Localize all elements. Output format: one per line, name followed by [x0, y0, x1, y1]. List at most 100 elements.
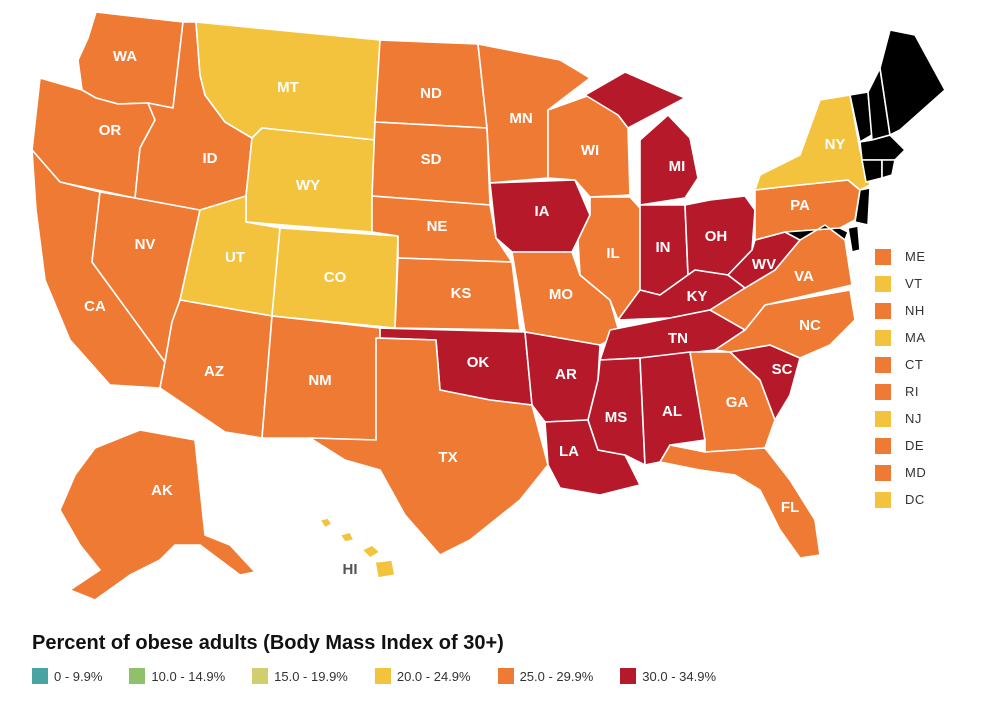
label-sd: SD — [421, 151, 442, 168]
label-nv: NV — [135, 236, 156, 253]
label-in: IN — [656, 239, 671, 256]
small-state-swatch — [875, 248, 891, 265]
small-state-swatch — [875, 464, 891, 481]
legend-item: 10.0 - 14.9% — [129, 668, 225, 684]
state-ak[interactable] — [59, 429, 256, 601]
small-state-label: VT — [905, 276, 923, 291]
small-state-vt[interactable]: VT — [875, 270, 975, 297]
label-wv: WV — [752, 256, 776, 273]
state-il[interactable] — [577, 196, 641, 321]
legend-label: 10.0 - 14.9% — [151, 668, 226, 684]
state-ri[interactable] — [881, 159, 896, 179]
small-state-swatch — [875, 329, 891, 346]
small-state-swatch — [875, 356, 891, 373]
small-state-swatch — [875, 491, 891, 508]
label-nd: ND — [420, 85, 442, 102]
legend-label: 15.0 - 19.9% — [274, 668, 348, 684]
state-me[interactable] — [879, 29, 946, 136]
label-ar: AR — [555, 366, 577, 383]
label-or: OR — [99, 122, 122, 139]
small-state-swatch — [875, 410, 891, 427]
color-legend: 0 - 9.9% 10.0 - 14.9% 15.0 - 19.9% 20.0 - 2… — [32, 668, 743, 684]
label-wi: WI — [581, 142, 599, 159]
small-state-nh[interactable]: NH — [875, 297, 975, 324]
legend-swatch — [620, 668, 637, 684]
state-fl[interactable] — [659, 444, 821, 559]
legend-label: 25.0 - 29.9% — [519, 668, 594, 684]
legend-item: 0 - 9.9% — [32, 668, 102, 684]
label-nc: NC — [799, 317, 821, 334]
label-ut: UT — [225, 249, 245, 266]
legend-title: Percent of obese adults (Body Mass Index… — [32, 632, 504, 654]
small-state-dc[interactable]: DC — [875, 486, 975, 513]
small-state-label: DC — [905, 492, 925, 507]
state-md[interactable] — [784, 224, 849, 241]
label-az: AZ — [204, 363, 224, 380]
state-ia[interactable] — [489, 179, 591, 253]
small-state-label: NH — [905, 303, 925, 318]
label-mt: MT — [277, 79, 299, 96]
legend-swatch — [129, 668, 146, 684]
label-tx: TX — [438, 449, 457, 466]
legend-label: 20.0 - 24.9% — [396, 668, 471, 684]
small-state-ri[interactable]: RI — [875, 378, 975, 405]
legend-item: 15.0 - 19.9% — [252, 668, 348, 684]
label-ak: AK — [151, 482, 173, 499]
label-ca: CA — [84, 298, 106, 315]
label-id: ID — [203, 150, 218, 167]
legend-swatch — [32, 668, 48, 684]
label-la: LA — [559, 443, 579, 460]
label-nm: NM — [308, 372, 331, 389]
label-ms: MS — [605, 409, 628, 426]
label-ky: KY — [687, 288, 708, 305]
state-de[interactable] — [847, 225, 861, 253]
small-state-swatch — [875, 275, 891, 292]
label-co: CO — [324, 269, 347, 286]
state-hi[interactable] — [319, 517, 396, 579]
state-ny[interactable] — [754, 94, 871, 191]
small-states-legend: ME VT NH MA CT RI NJ DE MD DC — [875, 243, 975, 513]
label-oh: OH — [705, 228, 728, 245]
small-state-de[interactable]: DE — [875, 432, 975, 459]
small-state-label: ME — [905, 249, 926, 264]
small-state-nj[interactable]: NJ — [875, 405, 975, 432]
label-mi: MI — [669, 158, 686, 175]
label-wa: WA — [113, 48, 137, 65]
label-sc: SC — [772, 361, 793, 378]
label-ny: NY — [825, 136, 846, 153]
legend-label: 0 - 9.9% — [54, 668, 103, 684]
legend-label: 30.0 - 34.9% — [642, 668, 717, 684]
label-ga: GA — [726, 394, 749, 411]
label-il: IL — [606, 245, 619, 262]
small-state-ma[interactable]: MA — [875, 324, 975, 351]
label-ok: OK — [467, 354, 490, 371]
label-ks: KS — [451, 285, 472, 302]
small-state-label: DE — [905, 438, 925, 453]
small-state-swatch — [875, 302, 891, 319]
legend-swatch — [252, 668, 269, 684]
small-state-label: MD — [905, 465, 927, 480]
legend-item: 30.0 - 34.9% — [620, 668, 716, 684]
legend-item: 25.0 - 29.9% — [497, 668, 594, 684]
state-nj[interactable] — [854, 187, 871, 226]
small-state-swatch — [875, 437, 891, 454]
small-state-md[interactable]: MD — [875, 459, 975, 486]
small-state-label: MA — [905, 330, 926, 345]
state-ct[interactable] — [861, 159, 883, 183]
label-al: AL — [662, 403, 682, 420]
legend-swatch — [374, 668, 391, 684]
state-tx[interactable] — [309, 337, 549, 556]
label-pa: PA — [790, 197, 810, 214]
label-tn: TN — [668, 330, 688, 347]
label-mo: MO — [549, 286, 573, 303]
small-state-ct[interactable]: CT — [875, 351, 975, 378]
legend-item: 20.0 - 24.9% — [374, 668, 471, 684]
label-ne: NE — [427, 218, 448, 235]
label-ia: IA — [535, 203, 550, 220]
small-state-me[interactable]: ME — [875, 243, 975, 270]
label-va: VA — [794, 268, 814, 285]
label-hi: HI — [343, 561, 358, 578]
small-state-label: CT — [905, 357, 924, 372]
state-ks[interactable] — [394, 257, 521, 331]
small-state-label: RI — [905, 384, 919, 399]
